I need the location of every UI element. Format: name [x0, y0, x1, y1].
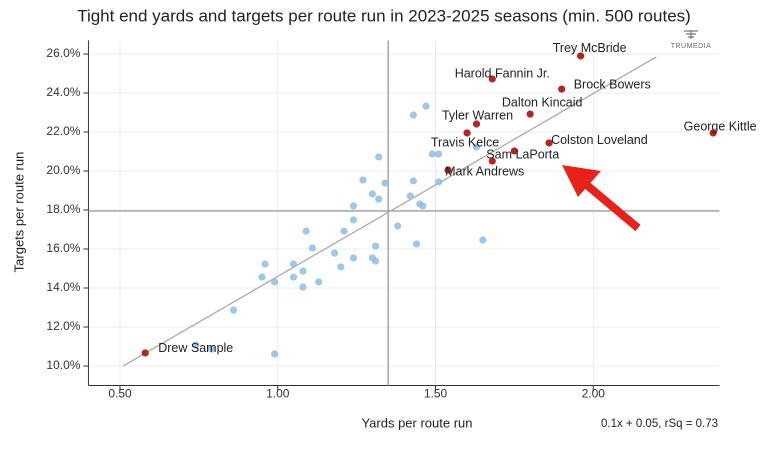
highlighted-point — [488, 75, 496, 83]
highlighted-point — [472, 120, 481, 128]
point-label: Travis Kelce — [431, 135, 499, 149]
chart-title: Tight end yards and targets per route ru… — [77, 6, 691, 25]
x-tick-label: 2.00 — [582, 387, 606, 401]
highlighted-point — [141, 349, 149, 357]
highlighted-point — [709, 129, 717, 137]
point — [229, 306, 238, 314]
y-tick-label: 12.0% — [46, 319, 80, 333]
point — [381, 179, 389, 187]
point — [479, 236, 487, 244]
x-tick-label: 1.50 — [424, 387, 448, 401]
highlighted-point — [577, 52, 585, 60]
point — [349, 254, 358, 262]
y-tick-label: 26.0% — [46, 46, 80, 60]
highlighted-point — [545, 139, 553, 147]
point — [375, 195, 383, 203]
point — [302, 227, 310, 235]
point — [207, 345, 216, 353]
point — [349, 216, 358, 224]
point — [299, 267, 307, 275]
point — [409, 177, 418, 185]
point — [330, 249, 339, 257]
point-label: Trey McBride — [553, 41, 627, 55]
y-tick-label: 20.0% — [46, 163, 80, 177]
point — [412, 240, 421, 248]
point — [340, 227, 348, 235]
y-tick-label: 22.0% — [46, 124, 80, 138]
point — [422, 102, 430, 110]
point — [371, 257, 380, 265]
point — [394, 222, 402, 230]
y-tick-label: 18.0% — [46, 202, 80, 216]
y-tick-label: 16.0% — [46, 241, 80, 255]
y-tick-label: 10.0% — [46, 358, 80, 372]
x-tick-label: 1.00 — [266, 387, 290, 401]
point — [289, 273, 298, 281]
point-label: Drew Sample — [158, 341, 233, 355]
point-label: Sam LaPorta — [486, 147, 559, 161]
point-label: Dalton Kincaid — [502, 95, 583, 109]
y-axis-title: Targets per route run — [11, 152, 26, 273]
point-label: Brock Bowers — [574, 77, 651, 91]
point — [192, 341, 200, 349]
point-label: Harold Fannin Jr. — [455, 66, 550, 80]
trendline — [122, 56, 657, 367]
highlighted-point — [558, 85, 566, 93]
highlighted-point — [444, 166, 452, 174]
point — [435, 150, 443, 158]
point-label: Mark Andrews — [445, 164, 524, 178]
logo-icon — [684, 30, 698, 39]
y-tick-label: 14.0% — [46, 280, 80, 294]
grid: 10.0% 12.0% 14.0% 16.0% 18.0% 20.0% 22.0% 24.0%… — [46, 40, 720, 401]
highlighted-point — [488, 157, 496, 165]
point — [258, 273, 266, 281]
point — [406, 192, 414, 200]
highlighted-point — [526, 110, 534, 118]
fit-label: 0.1x + 0.05, rSq = 0.73 — [601, 418, 718, 430]
point — [261, 260, 269, 268]
point — [289, 260, 298, 268]
point — [308, 244, 317, 252]
point — [315, 278, 323, 286]
point-label: Colston Loveland — [551, 133, 648, 147]
point — [419, 202, 427, 210]
point — [428, 150, 436, 158]
highlighted-point — [463, 129, 471, 137]
annotation-arrow-shaft — [579, 177, 641, 232]
x-tick-label: 0.50 — [108, 387, 132, 401]
logo-text: TRUMEDIA — [671, 43, 712, 50]
y-tick-label: 24.0% — [46, 85, 80, 99]
point — [299, 283, 307, 291]
point — [409, 111, 418, 119]
point — [435, 178, 443, 186]
logo: TRUMEDIA — [671, 30, 712, 50]
point — [337, 263, 345, 271]
annotations — [562, 165, 641, 232]
point — [472, 143, 481, 151]
point — [349, 202, 358, 210]
point — [359, 176, 367, 184]
point-label: George Kittle — [684, 119, 757, 133]
annotation-arrow-head — [562, 165, 601, 197]
point — [270, 350, 279, 358]
point — [368, 190, 376, 198]
point — [270, 278, 279, 286]
point — [371, 242, 380, 250]
x-axis-title: Yards per route run — [361, 415, 472, 430]
highlighted-point — [510, 147, 518, 155]
point — [375, 153, 383, 161]
point-label: Tyler Warren — [442, 108, 513, 122]
